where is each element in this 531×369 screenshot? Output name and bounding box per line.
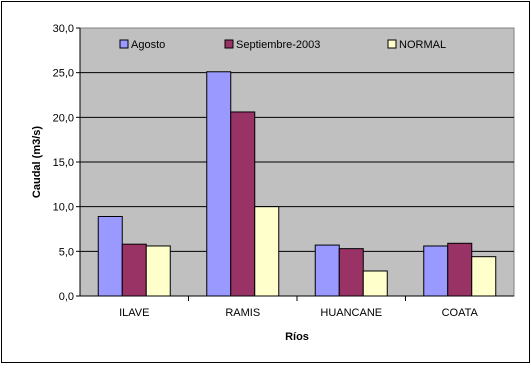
bar-coata-normal (471, 256, 497, 297)
bar-huancane-agosto (314, 244, 340, 297)
y-axis-ticks: 0,0 5,0 10,0 15,0 20,0 25,0 30,0 (53, 23, 514, 303)
bar-huancane-normal (362, 270, 388, 297)
bar-ramis-septiembre-2003 (230, 111, 256, 297)
bar-ramis-normal (254, 206, 280, 297)
x-tick-label: ILAVE (119, 307, 149, 319)
x-tick-label: HUANCANE (320, 307, 382, 319)
bar-ramis-agosto (206, 71, 232, 297)
legend-swatch (119, 39, 129, 49)
x-tick-label: COATA (442, 307, 479, 319)
bar-ilave-septiembre-2003 (121, 243, 147, 297)
bar-coata-agosto (423, 245, 449, 297)
x-axis-ticks: ILAVE RAMIS HUANCANE COATA (119, 296, 479, 319)
legend: Agosto Septiembre-2003 NORMAL (119, 39, 446, 51)
legend-swatch (224, 39, 234, 49)
bars-group (97, 71, 497, 297)
legend-swatch (387, 39, 397, 49)
bar-ilave-normal (145, 245, 171, 297)
legend-label: Agosto (131, 39, 165, 51)
y-tick-label: 15,0 (53, 157, 74, 169)
x-tick-label: RAMIS (225, 307, 260, 319)
y-tick-label: 0,0 (59, 291, 74, 303)
x-axis-title: Ríos (285, 331, 309, 343)
y-tick-label: 5,0 (59, 246, 74, 258)
legend-label: Septiembre-2003 (236, 39, 320, 51)
bar-coata-septiembre-2003 (447, 242, 473, 297)
bar-ilave-agosto (97, 215, 123, 297)
y-tick-label: 25,0 (53, 68, 74, 80)
y-tick-label: 10,0 (53, 202, 74, 214)
bar-huancane-septiembre-2003 (338, 248, 364, 297)
y-tick-label: 30,0 (53, 23, 74, 35)
y-axis-title: Caudal (m3/s) (31, 126, 43, 198)
legend-label: NORMAL (399, 39, 446, 51)
y-tick-label: 20,0 (53, 112, 74, 124)
